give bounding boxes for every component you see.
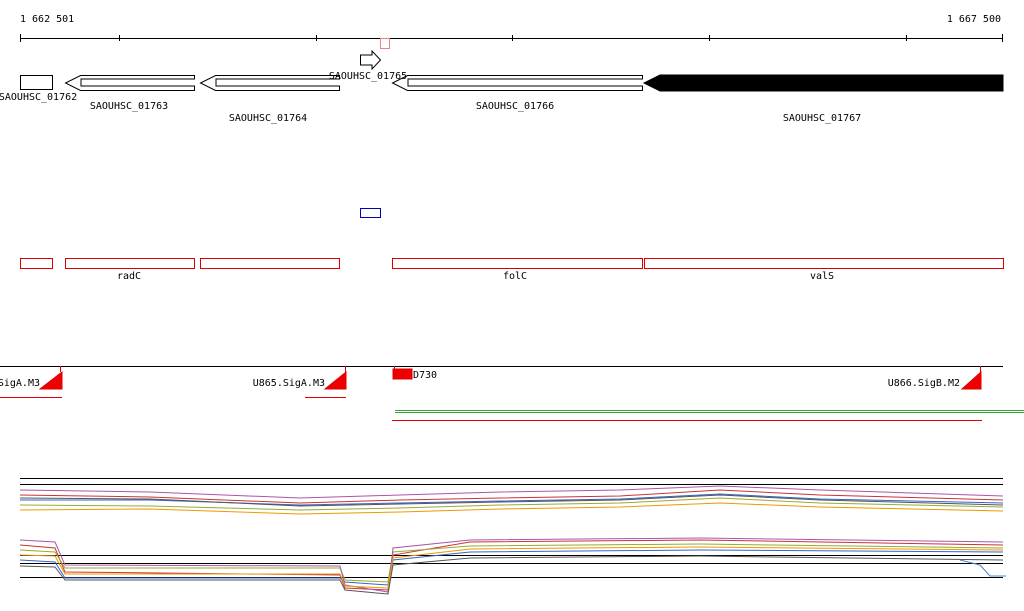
promoter-marks — [0, 366, 982, 398]
gene-label: SAOUHSC_01767 — [783, 113, 861, 124]
selection-marker — [380, 38, 390, 49]
ruler-start: 1 662 501 — [20, 14, 74, 25]
annotation-boxes — [20, 258, 1004, 269]
promoter-label: D730 — [413, 370, 437, 381]
gene-label: SAOUHSC_01766 — [476, 101, 554, 112]
promoter-label: U865.SigA.M3 — [253, 378, 325, 389]
gene-label: SAOUHSC_01763 — [90, 101, 168, 112]
ruler — [20, 34, 1003, 42]
profile-frame — [20, 478, 1003, 578]
gene-label: SAOUHSC_01765 — [329, 71, 407, 82]
transcript-lines — [392, 410, 1024, 421]
gene-label: SAOUHSC_01764 — [229, 113, 307, 124]
gene-label: SAOUHSC_01762 — [0, 92, 77, 103]
feature-box — [360, 208, 381, 218]
profile-lines — [19, 485, 1006, 595]
promoter-label: SigA.M3 — [0, 378, 40, 389]
gene-name: valS — [810, 271, 834, 282]
gene-name: folC — [503, 271, 527, 282]
promoter-label: U866.SigB.M2 — [888, 378, 960, 389]
gene-arrows — [20, 49, 1004, 92]
ruler-end: 1 667 500 — [947, 14, 1001, 25]
gene-name: radC — [117, 271, 141, 282]
